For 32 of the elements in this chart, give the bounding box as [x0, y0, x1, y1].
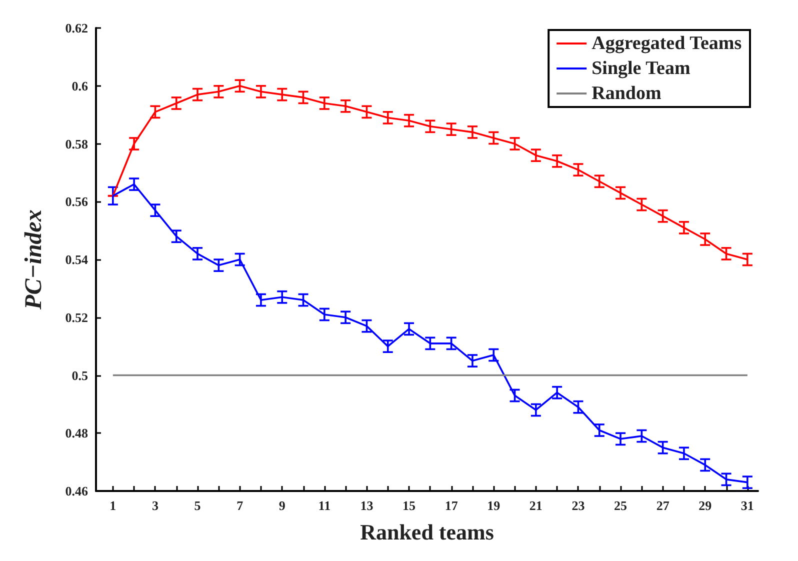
y-tick-label: 0.5 — [72, 368, 88, 383]
x-axis-title: Ranked teams — [360, 520, 494, 544]
y-tick-label: 0.62 — [65, 20, 88, 36]
legend-label: Random — [592, 83, 662, 104]
y-tick-label: 0.56 — [65, 194, 88, 210]
line-series — [112, 183, 748, 484]
x-tick-label: 19 — [487, 498, 501, 513]
x-tick-label: 11 — [318, 498, 331, 513]
x-tick-label: 13 — [360, 498, 374, 513]
y-tick-label: 0.6 — [72, 78, 88, 94]
x-tick-label: 5 — [194, 498, 202, 513]
legend-label: Single Team — [592, 58, 690, 79]
x-tick-label: 21 — [529, 498, 542, 513]
x-tick-label: 1 — [110, 498, 116, 513]
y-tick-label: 0.54 — [65, 252, 88, 267]
y-axis-title: PC−index — [21, 210, 47, 310]
x-tick-label: 23 — [572, 498, 586, 513]
x-tick-label: 15 — [402, 498, 416, 513]
x-tick-label: 17 — [444, 498, 458, 513]
y-tick-label: 0.48 — [65, 426, 88, 441]
y-tick-label: 0.46 — [65, 484, 88, 498]
x-tick-label: 29 — [698, 498, 712, 513]
x-tick-label: 7 — [236, 498, 244, 513]
y-tick-label: 0.58 — [65, 136, 88, 152]
legend-label: Aggregated Teams — [592, 33, 742, 54]
line-series — [112, 84, 748, 260]
x-tick-label: 9 — [278, 498, 286, 513]
x-tick-label: 27 — [656, 498, 670, 513]
x-tick-label: 25 — [614, 498, 628, 513]
x-tick-label: 31 — [740, 498, 754, 513]
x-tick-label: 3 — [152, 498, 159, 513]
y-tick-label: 0.52 — [65, 310, 88, 325]
